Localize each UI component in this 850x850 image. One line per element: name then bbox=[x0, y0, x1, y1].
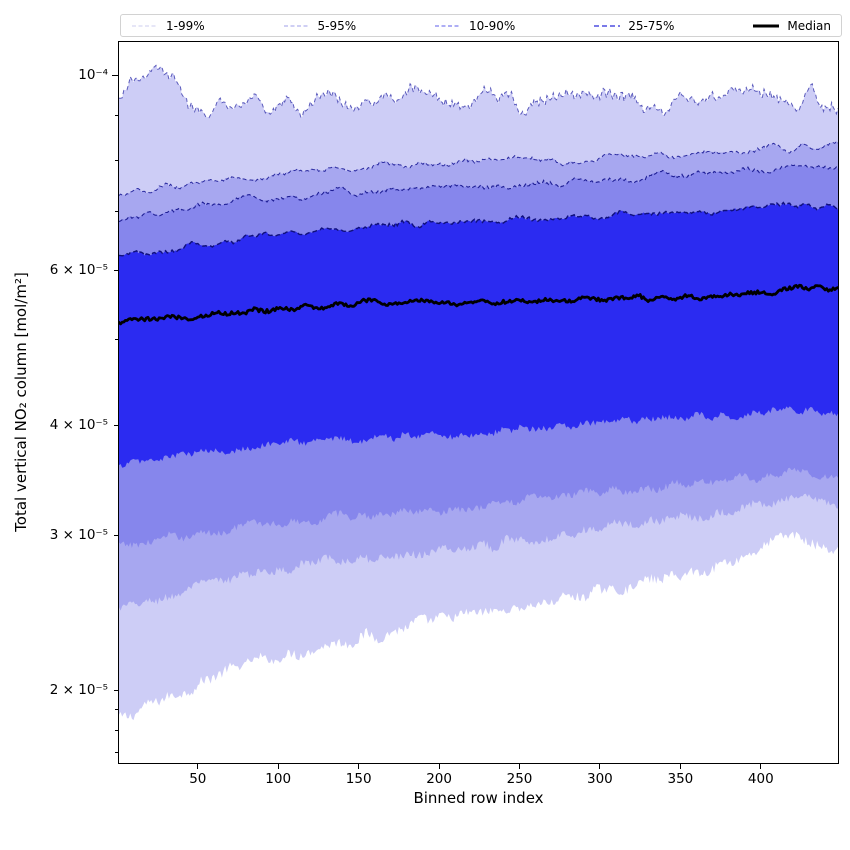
legend-item-label: 10-90% bbox=[469, 18, 516, 33]
legend: 1-99% 5-95% 10-90% 25-75% Median bbox=[120, 14, 842, 37]
x-tick-label: 50 bbox=[189, 771, 207, 787]
legend-item: 25-75% bbox=[593, 20, 674, 32]
y-tick-label: 6 × 10⁻⁵ bbox=[49, 262, 108, 279]
legend-item: Median bbox=[752, 20, 831, 32]
legend-item-label: 1-99% bbox=[166, 18, 205, 33]
x-tick-label: 350 bbox=[667, 771, 694, 787]
y-minor-tick bbox=[115, 210, 118, 212]
y-axis-label: Total vertical NO₂ column [mol/m²] bbox=[12, 272, 30, 532]
x-tick bbox=[599, 763, 601, 769]
percentile-edge-line-p75 bbox=[119, 201, 838, 257]
y-tick bbox=[113, 689, 118, 691]
legend-line-sample bbox=[594, 24, 621, 27]
median-line bbox=[119, 283, 838, 326]
x-tick bbox=[438, 763, 440, 769]
legend-item-label: Median bbox=[787, 18, 831, 33]
x-tick bbox=[519, 763, 520, 769]
x-tick bbox=[760, 763, 762, 769]
y-tick-label: 4 × 10⁻⁵ bbox=[49, 417, 108, 434]
y-tick bbox=[112, 74, 118, 76]
y-minor-tick bbox=[115, 159, 118, 161]
y-minor-tick bbox=[115, 751, 118, 753]
legend-line-sample bbox=[132, 24, 158, 27]
legend-line-sample bbox=[435, 24, 462, 27]
y-tick bbox=[113, 424, 118, 426]
y-minor-tick bbox=[115, 729, 118, 731]
x-tick-label: 300 bbox=[587, 771, 613, 787]
x-tick bbox=[277, 763, 279, 769]
y-tick-label: 3 × 10⁻⁵ bbox=[49, 527, 108, 544]
y-tick bbox=[113, 269, 118, 271]
y-minor-tick bbox=[115, 709, 118, 711]
y-tick-label: 2 × 10⁻⁵ bbox=[49, 682, 108, 699]
percentile-edge-line-p99 bbox=[119, 64, 838, 119]
x-tick bbox=[358, 763, 360, 769]
plot-canvas bbox=[119, 64, 838, 721]
y-tick bbox=[113, 534, 118, 536]
legend-item: 10-90% bbox=[434, 20, 515, 32]
x-tick bbox=[197, 763, 199, 769]
y-tick-label: 10⁻⁴ bbox=[78, 67, 108, 83]
x-tick-label: 250 bbox=[506, 771, 533, 787]
x-tick-label: 400 bbox=[747, 771, 774, 787]
band-fill-25-75% bbox=[119, 202, 838, 468]
legend-item: 1-99% bbox=[131, 20, 205, 32]
x-tick bbox=[679, 763, 681, 769]
x-tick-label: 100 bbox=[265, 771, 292, 787]
x-axis-label: Binned row index bbox=[413, 789, 544, 807]
legend-line-sample bbox=[283, 24, 310, 27]
x-tick-label: 200 bbox=[426, 771, 452, 787]
legend-item-label: 5-95% bbox=[317, 18, 357, 33]
y-minor-tick bbox=[115, 339, 118, 341]
legend-item: 5-95% bbox=[283, 18, 357, 33]
legend-line-sample bbox=[753, 24, 780, 27]
x-tick-label: 150 bbox=[345, 771, 372, 787]
y-minor-tick bbox=[115, 114, 118, 116]
percentile-edge-line-p90 bbox=[119, 164, 838, 223]
percentile-edge-line-p95 bbox=[119, 140, 838, 196]
legend-item-label: 25-75% bbox=[628, 18, 675, 33]
